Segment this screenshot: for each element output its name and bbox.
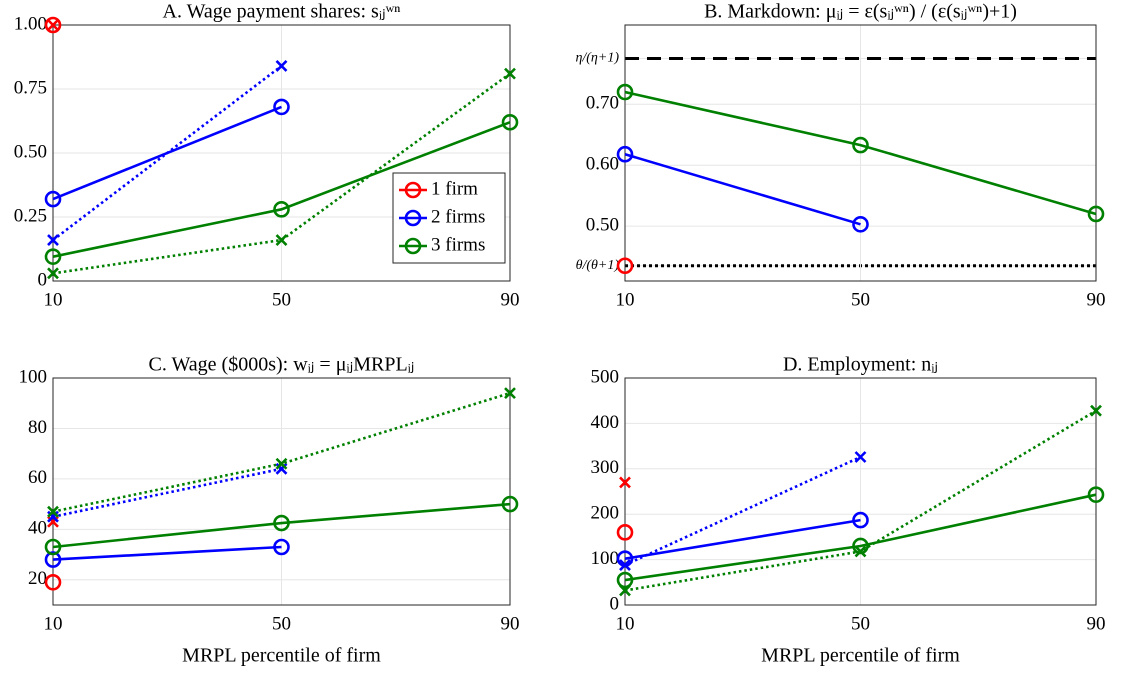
x-tick-label: 50 <box>851 613 870 634</box>
axes-box <box>52 377 511 606</box>
y-tick-label: 400 <box>591 412 620 433</box>
legend-marker <box>404 209 422 227</box>
axes-box <box>52 24 511 282</box>
x-tick-label: 50 <box>272 289 291 310</box>
x-axis-label: MRPL percentile of firm <box>182 645 381 667</box>
y-tick-label: 1.00 <box>14 13 47 34</box>
circle-marker <box>273 538 290 556</box>
series-line <box>624 493 1097 582</box>
circle-marker <box>616 145 634 163</box>
cross-marker <box>275 234 288 246</box>
cross-marker <box>47 267 59 280</box>
x-tick-label: 10 <box>44 289 63 310</box>
x-tick-label: 90 <box>501 289 520 310</box>
cross-marker <box>619 584 631 597</box>
circle-marker <box>616 571 634 589</box>
series-dotted-line <box>52 72 511 275</box>
chart-title: D. Employment: nᵢⱼ <box>783 354 938 376</box>
y-tick-label: 200 <box>591 503 620 524</box>
circle-marker <box>1087 486 1105 503</box>
circle-marker <box>273 514 290 532</box>
cross-marker <box>47 505 59 518</box>
y-tick-label: 500 <box>591 366 620 387</box>
circle-marker <box>501 113 519 131</box>
x-tick-label: 90 <box>501 613 520 634</box>
series-line <box>52 545 282 561</box>
circle-marker <box>1087 205 1105 223</box>
y-tick-label: 80 <box>28 417 47 438</box>
y-tick-label: 0.75 <box>14 77 47 98</box>
circle-marker <box>44 248 62 265</box>
y-tick-label: 40 <box>28 518 47 539</box>
cross-marker <box>854 451 867 463</box>
circle-marker <box>44 190 62 208</box>
circle-marker <box>852 216 869 233</box>
chart-title: A. Wage payment shares: sᵢⱼʷⁿ <box>163 1 401 23</box>
x-tick-label: 50 <box>851 289 870 310</box>
y-tick-label: 0 <box>610 593 620 614</box>
x-tick-label: 10 <box>616 289 635 310</box>
cross-marker <box>47 234 59 246</box>
y-tick-label: 300 <box>591 457 620 478</box>
legend-label: 2 firms <box>431 206 485 227</box>
y-tick-label: θ/(θ+1) <box>576 258 620 273</box>
circle-marker <box>44 16 62 34</box>
legend-marker <box>404 237 422 255</box>
legend-label: 3 firms <box>431 234 485 255</box>
x-axis-label: MRPL percentile of firm <box>761 645 960 667</box>
circle-marker <box>44 538 62 556</box>
circle-marker <box>852 136 869 154</box>
x-tick-label: 10 <box>616 613 635 634</box>
cross-marker <box>47 19 59 31</box>
cross-marker <box>275 457 288 470</box>
y-tick-label: 0.25 <box>14 205 47 226</box>
circle-marker <box>273 98 290 116</box>
axes-box <box>624 377 1097 606</box>
series-line <box>624 518 861 560</box>
cross-marker <box>619 476 631 489</box>
chart-title: C. Wage ($000s): wᵢⱼ = μᵢⱼMRPLᵢⱼ <box>149 354 415 376</box>
series-dotted-line <box>624 455 862 567</box>
y-tick-label: η/(η+1) <box>575 51 619 66</box>
y-tick-label: 60 <box>28 467 47 488</box>
circle-marker <box>273 201 290 218</box>
y-tick-label: 0.60 <box>586 154 619 175</box>
y-tick-label: 0.50 <box>586 215 619 236</box>
series-line <box>624 152 861 226</box>
y-tick-label: 0.50 <box>14 141 47 162</box>
circle-marker <box>44 573 62 591</box>
cross-marker <box>504 387 516 400</box>
series-line <box>52 121 511 258</box>
cross-marker <box>1090 404 1102 417</box>
series-dotted-line <box>52 467 282 518</box>
y-tick-label: 0.70 <box>586 93 619 114</box>
cross-marker <box>854 545 867 558</box>
y-tick-label: 20 <box>28 568 47 589</box>
legend-marker <box>404 181 422 199</box>
x-tick-label: 90 <box>1087 613 1106 634</box>
circle-marker <box>501 495 519 513</box>
circle-marker <box>616 524 634 541</box>
legend-label: 1 firm <box>431 178 478 199</box>
cross-marker <box>504 67 516 80</box>
circle-marker <box>616 257 634 275</box>
y-tick-label: 0 <box>38 269 48 290</box>
series-line <box>52 502 511 549</box>
series-line <box>624 90 1097 216</box>
circle-marker <box>852 511 869 529</box>
cross-marker <box>619 559 631 571</box>
y-tick-label: 100 <box>591 548 620 569</box>
x-tick-label: 50 <box>272 613 291 634</box>
cross-marker <box>275 60 288 72</box>
circle-marker <box>616 83 634 101</box>
x-tick-label: 90 <box>1087 289 1106 310</box>
y-tick-label: 100 <box>19 366 48 387</box>
series-dotted-line <box>52 64 283 242</box>
axes-box <box>624 24 1097 282</box>
circle-marker <box>44 551 62 568</box>
chart-title: B. Markdown: μᵢⱼ = ε(sᵢⱼʷⁿ) / (ε(sᵢⱼʷⁿ)+… <box>704 1 1017 23</box>
x-tick-label: 10 <box>44 613 63 634</box>
